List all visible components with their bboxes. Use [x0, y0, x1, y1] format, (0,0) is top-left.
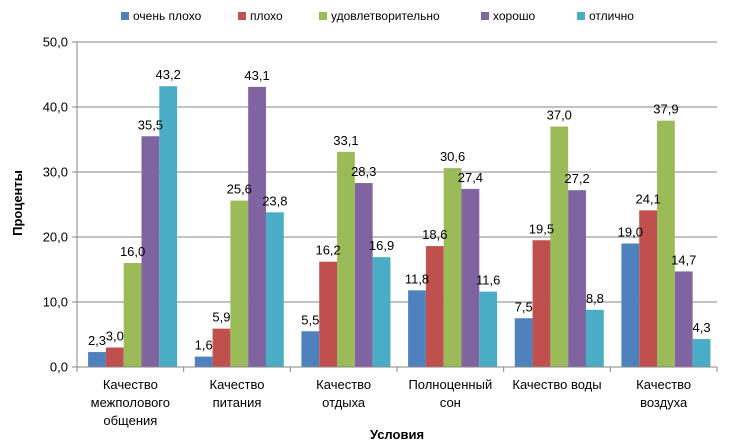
legend-swatch	[577, 12, 585, 20]
data-label: 37,9	[653, 102, 678, 117]
legend-item-плохо: плохо	[238, 9, 283, 23]
bar-удовлетворительно	[230, 200, 249, 367]
data-label: 8,8	[586, 291, 604, 306]
data-label: 1,6	[195, 338, 213, 353]
legend-label: плохо	[250, 9, 283, 23]
data-label: 37,0	[547, 108, 572, 123]
axes: 0,0 10,0 20,0 30,0 40,0 50,0 Качество межполово…	[43, 35, 718, 428]
data-label: 19,0	[618, 225, 643, 240]
data-label: 28,3	[351, 164, 376, 179]
bars	[88, 86, 711, 368]
gridlines	[77, 41, 717, 303]
data-label: 43,1	[244, 68, 269, 83]
y-tick-label: 10,0	[43, 295, 68, 310]
bar-плохо	[319, 261, 338, 367]
bar-удовлетворительно	[657, 120, 675, 368]
y-axis-title: Проценты	[10, 170, 25, 236]
data-label: 24,1	[635, 191, 660, 206]
x-axis-title: Условия	[370, 427, 424, 442]
legend-item-отлично: отлично	[577, 9, 634, 23]
x-tick-label: Качество воды	[512, 377, 601, 392]
bar-отлично	[265, 212, 284, 367]
bar-хорошо	[141, 136, 160, 367]
x-tick-label: Качество питания	[210, 377, 265, 410]
bar-отлично	[585, 309, 604, 367]
bar-хорошо	[461, 188, 480, 367]
data-label: 7,5	[515, 299, 533, 314]
bar-очень-плохо	[621, 243, 640, 367]
bar-плохо	[532, 240, 551, 367]
data-label: 4,3	[692, 320, 710, 335]
bar-удовлетворительно	[550, 126, 569, 367]
y-tick-label: 30,0	[43, 165, 68, 180]
data-label: 14,7	[671, 252, 696, 267]
data-label: 16,0	[120, 244, 145, 259]
bar-очень-плохо	[301, 331, 320, 367]
legend-item-очень-плохо: очень плохо	[121, 9, 202, 23]
bar-плохо	[105, 347, 124, 367]
data-label: 27,2	[564, 171, 589, 186]
data-label: 11,6	[476, 273, 500, 288]
bar-плохо	[425, 246, 444, 367]
legend: очень плохо плохо удовлетворительно хорошо о…	[121, 9, 634, 23]
legend-label: отлично	[589, 9, 634, 23]
data-label: 18,6	[422, 227, 447, 242]
bar-отлично	[372, 257, 391, 367]
legend-swatch	[121, 12, 129, 20]
legend-item-удовлетворительно: удовлетворительно	[319, 9, 440, 23]
x-tick-label: Полноценный сон	[408, 377, 492, 410]
data-label: 27,4	[458, 170, 483, 185]
data-label: 33,1	[333, 133, 358, 148]
bar-плохо	[212, 328, 231, 367]
legend-swatch	[481, 12, 489, 20]
y-tick-label: 50,0	[43, 35, 68, 50]
data-label: 5,5	[301, 312, 319, 327]
y-tick-label: 0,0	[50, 360, 68, 375]
legend-item-хорошо: хорошо	[481, 9, 536, 23]
data-label: 43,2	[156, 67, 181, 82]
data-label: 23,8	[262, 193, 287, 208]
data-label: 11,8	[405, 271, 429, 286]
data-label: 5,9	[212, 310, 230, 325]
bar-хорошо	[248, 86, 266, 367]
legend-swatch	[319, 12, 327, 20]
bar-очень-плохо	[514, 318, 533, 367]
bar-очень-плохо	[408, 290, 426, 367]
data-label: 2,3	[88, 333, 106, 348]
x-tick-label: Качество воздуха	[636, 377, 691, 410]
bar-очень-плохо	[88, 352, 106, 367]
y-tick-label: 20,0	[43, 230, 68, 245]
bar-хорошо	[568, 190, 586, 367]
bar-отлично	[479, 291, 498, 367]
bar-удовлетворительно	[337, 151, 355, 367]
bar-хорошо	[674, 271, 693, 367]
y-tick-label: 40,0	[43, 100, 68, 115]
legend-label: хорошо	[493, 9, 536, 23]
x-tick-label: Качество отдыха	[316, 377, 371, 410]
legend-swatch	[238, 12, 246, 20]
x-tick-label: Качество межполового общения	[91, 377, 170, 428]
data-label: 30,6	[440, 149, 465, 164]
bar-удовлетворительно	[443, 168, 462, 367]
legend-label: удовлетворительно	[331, 9, 440, 23]
data-labels: 2,3 3,0 16,0 35,5 43,2 1,6 5,9 25,6 43,1 23,8 5,5 1…	[88, 67, 711, 352]
legend-label: очень плохо	[133, 9, 202, 23]
data-label: 16,9	[369, 238, 394, 253]
data-label: 19,5	[529, 221, 554, 236]
data-label: 3,0	[106, 329, 124, 344]
data-label: 35,5	[138, 117, 163, 132]
data-label: 16,2	[315, 243, 340, 258]
bar-удовлетворительно	[123, 263, 142, 367]
bar-плохо	[639, 210, 658, 367]
data-label: 25,6	[227, 182, 252, 197]
bar-хорошо	[354, 183, 373, 367]
bar-отлично	[159, 86, 178, 367]
bar-очень-плохо	[194, 356, 213, 367]
bar-отлично	[692, 339, 711, 367]
